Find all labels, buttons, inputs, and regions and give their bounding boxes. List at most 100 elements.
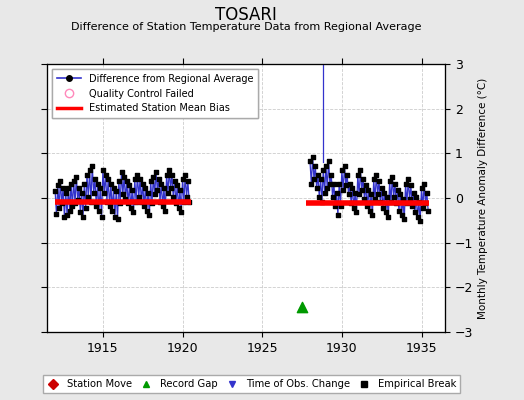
Point (105, 203, 114, 209)
Point (143, 207, 151, 214)
Point (383, 194, 391, 200)
Point (161, 207, 169, 214)
Point (181, 172, 189, 178)
Point (118, 191, 127, 198)
Point (164, 190, 172, 196)
Point (377, 185, 386, 191)
Point (414, 198, 423, 205)
Point (125, 182, 134, 189)
Point (330, 180, 338, 187)
Point (153, 187, 161, 193)
Point (354, 172, 362, 178)
Point (322, 163, 330, 169)
Point (315, 194, 323, 200)
Point (55, 205, 63, 211)
Point (130, 176, 139, 182)
Point (359, 176, 367, 182)
Point (101, 172, 110, 178)
Point (380, 190, 388, 196)
Point (108, 207, 116, 214)
Point (64, 185, 73, 191)
Point (107, 180, 115, 187)
Point (420, 180, 428, 187)
Point (397, 212, 406, 218)
Point (120, 173, 128, 180)
Point (135, 194, 143, 200)
Point (92, 203, 101, 209)
Point (117, 169, 126, 175)
Point (157, 180, 166, 187)
Point (51, 188, 59, 194)
Point (169, 194, 178, 200)
Point (75, 185, 83, 191)
Point (381, 209, 390, 216)
Legend: Station Move, Record Gap, Time of Obs. Change, Empirical Break: Station Move, Record Gap, Time of Obs. C… (43, 375, 460, 393)
Point (413, 214, 422, 220)
Point (149, 173, 158, 180)
Point (52, 210, 61, 217)
Point (68, 203, 77, 209)
Point (388, 173, 397, 180)
Point (178, 176, 187, 182)
Point (63, 212, 71, 218)
Point (155, 176, 163, 182)
Point (419, 205, 427, 211)
Point (97, 214, 106, 220)
Point (112, 188, 121, 194)
Point (363, 203, 372, 209)
Point (337, 167, 346, 174)
Point (367, 191, 375, 198)
Point (81, 205, 90, 211)
Point (150, 191, 159, 198)
Point (403, 200, 411, 206)
Point (310, 176, 318, 182)
Point (412, 194, 420, 200)
Point (407, 182, 415, 189)
Point (66, 207, 74, 214)
Point (160, 185, 168, 191)
Point (311, 163, 320, 169)
Point (67, 180, 75, 187)
Point (374, 191, 382, 198)
Point (371, 196, 379, 202)
Point (147, 178, 155, 184)
Text: TOSARI: TOSARI (215, 6, 277, 24)
Point (138, 180, 147, 187)
Point (408, 203, 417, 209)
Point (307, 180, 315, 187)
Point (83, 172, 91, 178)
Point (387, 198, 395, 205)
Point (375, 178, 383, 184)
Point (394, 187, 402, 193)
Point (406, 196, 414, 202)
Point (88, 163, 96, 169)
Point (306, 158, 314, 164)
Point (70, 178, 78, 184)
Point (372, 172, 380, 178)
Point (116, 200, 124, 206)
Point (396, 191, 405, 198)
Point (417, 185, 425, 191)
Point (72, 173, 81, 180)
Point (400, 216, 408, 223)
Point (96, 185, 104, 191)
Point (424, 207, 432, 214)
Point (174, 205, 183, 211)
Point (423, 190, 431, 196)
Point (93, 180, 102, 187)
Point (334, 212, 342, 218)
Point (173, 182, 181, 189)
Point (332, 190, 341, 196)
Point (340, 163, 348, 169)
Point (91, 176, 99, 182)
Point (168, 172, 176, 178)
Point (156, 198, 164, 205)
Point (392, 200, 400, 206)
Point (85, 167, 94, 174)
Point (336, 203, 345, 209)
Point (124, 200, 133, 206)
Point (421, 200, 430, 206)
Point (111, 214, 119, 220)
Point (384, 214, 392, 220)
Point (137, 198, 146, 205)
